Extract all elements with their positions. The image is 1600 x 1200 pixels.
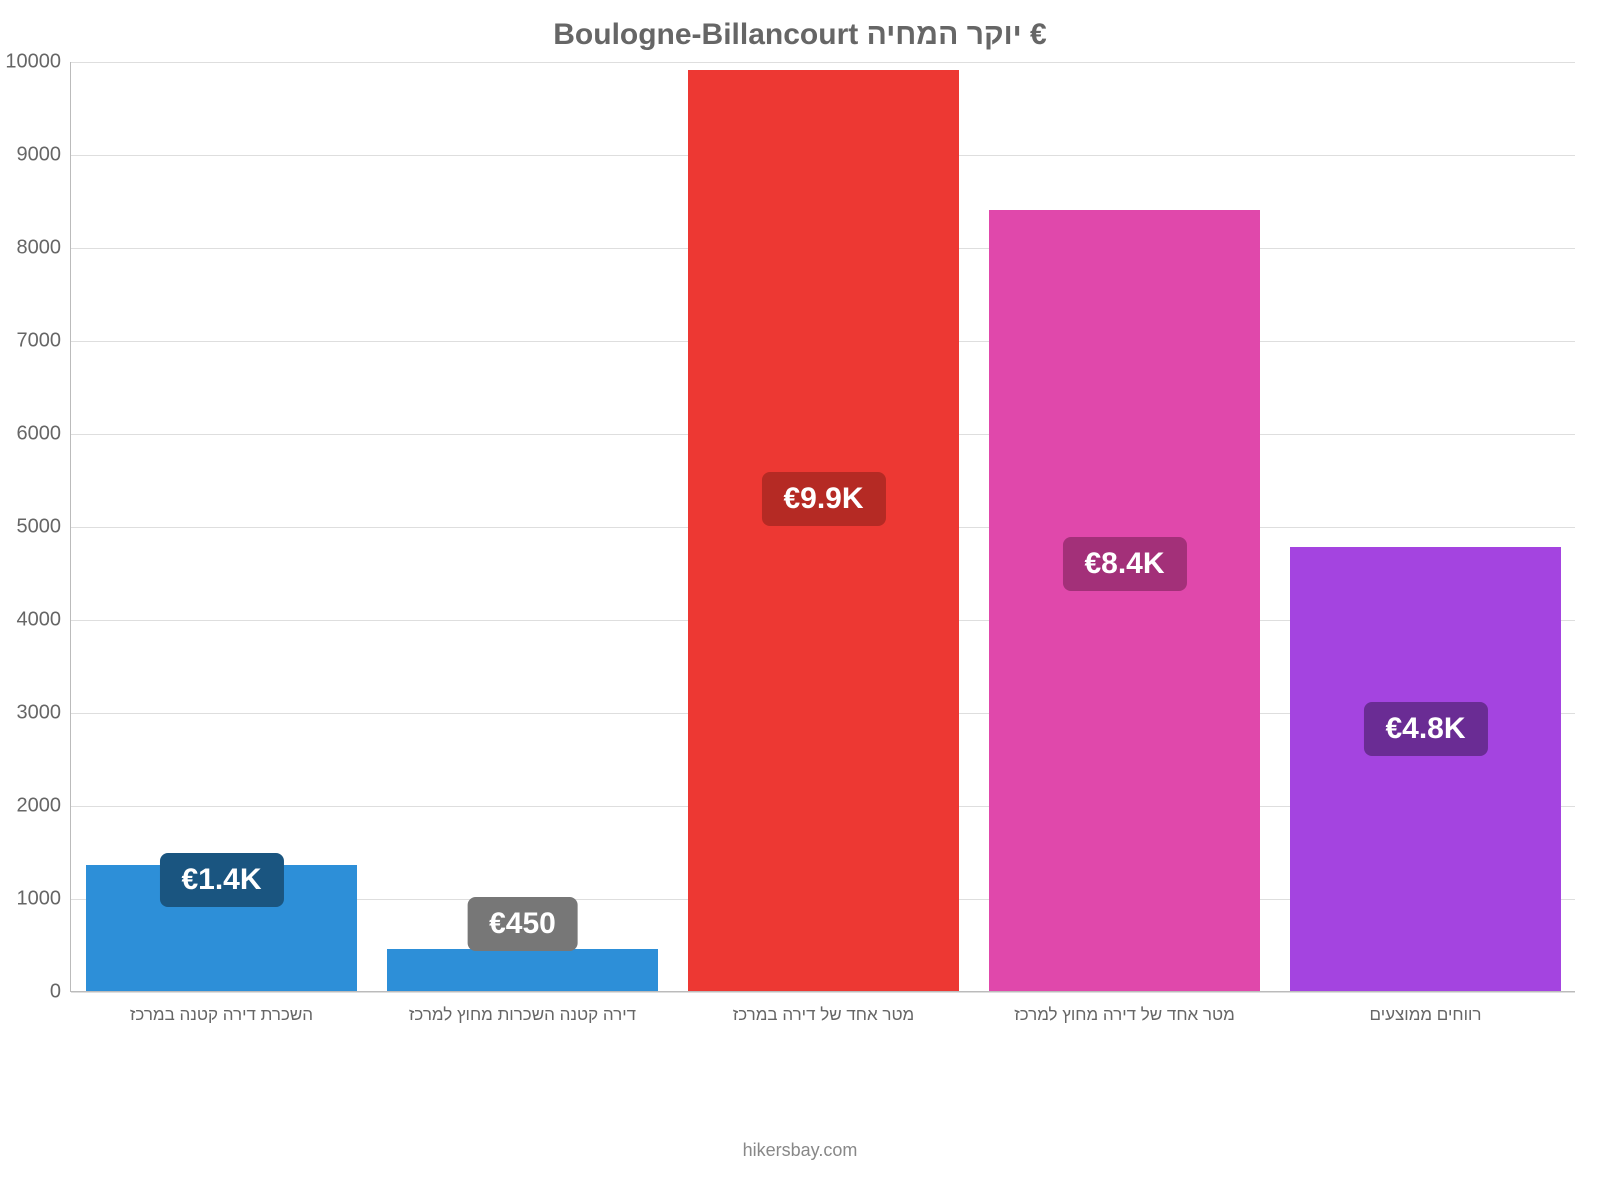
- plot-area: 0100020003000400050006000700080009000100…: [70, 62, 1575, 992]
- x-tick-label: מטר אחד של דירה במרכז: [733, 991, 914, 1025]
- y-tick-label: 5000: [17, 516, 72, 539]
- y-tick-label: 9000: [17, 144, 72, 167]
- cost-of-living-chart: Boulogne-Billancourt יוקר המחיה € 010002…: [0, 0, 1600, 1200]
- bar: [1290, 547, 1561, 991]
- y-tick-label: 8000: [17, 237, 72, 260]
- y-tick-label: 6000: [17, 423, 72, 446]
- x-tick-label: רווחים ממוצעים: [1370, 991, 1482, 1025]
- y-tick-label: 4000: [17, 609, 72, 632]
- x-tick-label: דירה קטנה השכרות מחוץ למרכז: [409, 991, 636, 1025]
- x-tick-label: מטר אחד של דירה מחוץ למרכז: [1014, 991, 1235, 1025]
- value-badge: €1.4K: [159, 853, 283, 907]
- y-tick-label: 2000: [17, 795, 72, 818]
- value-badge: €8.4K: [1062, 537, 1186, 591]
- bar: [688, 70, 959, 991]
- value-badge: €9.9K: [761, 472, 885, 526]
- chart-title: Boulogne-Billancourt יוקר המחיה €: [0, 18, 1600, 52]
- bar: [387, 949, 658, 991]
- x-tick-label: השכרת דירה קטנה במרכז: [130, 991, 313, 1025]
- value-badge: €450: [467, 897, 578, 951]
- y-tick-label: 0: [50, 981, 71, 1004]
- attribution-text: hikersbay.com: [0, 1140, 1600, 1161]
- gridline: [71, 62, 1575, 63]
- y-tick-label: 7000: [17, 330, 72, 353]
- y-tick-label: 10000: [5, 51, 71, 74]
- y-tick-label: 1000: [17, 888, 72, 911]
- y-tick-label: 3000: [17, 702, 72, 725]
- bar: [989, 210, 1260, 991]
- value-badge: €4.8K: [1363, 702, 1487, 756]
